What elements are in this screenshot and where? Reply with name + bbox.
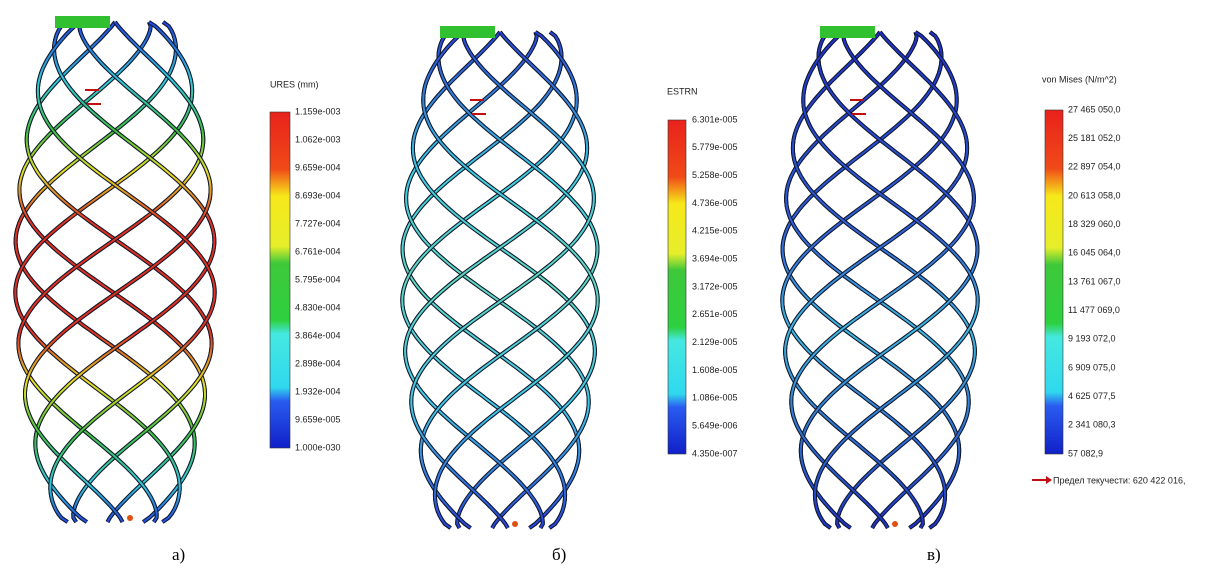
colorbar-label: 5.649e-006 <box>692 421 738 431</box>
strut <box>413 32 595 528</box>
strut-outline <box>785 32 967 528</box>
colorbar-label: 3.694e-005 <box>692 254 738 264</box>
load-point <box>512 521 518 527</box>
colorbar-label: 6 909 075,0 <box>1068 362 1116 372</box>
strut <box>793 32 975 528</box>
fixture <box>55 16 110 28</box>
strut <box>405 32 587 528</box>
colorbar-label: 6.301e-005 <box>692 114 738 124</box>
stent-models <box>15 16 977 528</box>
legend-title: URES (mm) <box>270 79 319 89</box>
colorbar-label: 1.062e-003 <box>295 134 341 144</box>
colorbar-label: 4.830e-004 <box>295 302 341 312</box>
strut <box>413 32 595 528</box>
strut-outline <box>405 32 587 528</box>
colorbar-label: 1.086e-005 <box>692 393 738 403</box>
colorbar-label: 9.659e-005 <box>295 414 341 424</box>
colorbar-label: 18 329 060,0 <box>1068 219 1121 229</box>
colorbar-label: 22 897 054,0 <box>1068 162 1121 172</box>
caption: а) <box>172 545 185 564</box>
colorbar-label: 4.350e-007 <box>692 448 738 458</box>
strut-outline <box>785 32 967 528</box>
strut <box>405 32 587 528</box>
colorbar-label: 8.693e-004 <box>295 190 341 200</box>
colorbar-label: 2.898e-004 <box>295 358 341 368</box>
colorbar-label: 6.761e-004 <box>295 246 341 256</box>
colorbar-label: 16 045 064,0 <box>1068 248 1121 258</box>
colorbar-label: 4.215e-005 <box>692 226 738 236</box>
strut <box>793 32 975 528</box>
colorbar-label: 20 613 058,0 <box>1068 190 1121 200</box>
colorbar <box>270 112 290 448</box>
strut-outline <box>405 32 587 528</box>
colorbar-label: 7.727e-004 <box>295 218 341 228</box>
colorbar-label: 3.172e-005 <box>692 281 738 291</box>
yield-note: Предел текучести: 620 422 016, <box>1032 475 1185 485</box>
colorbar-label: 2 341 080,3 <box>1068 420 1116 430</box>
strut-outline <box>793 32 975 528</box>
note: Предел текучести: 620 422 016, <box>1053 475 1185 485</box>
colorbar-label: 4 625 077,5 <box>1068 391 1116 401</box>
load-point <box>892 521 898 527</box>
colorbar-label: 5.258e-005 <box>692 170 738 180</box>
colorbar-label: 2.651e-005 <box>692 309 738 319</box>
strut-outline <box>793 32 975 528</box>
page: URES (mm) ESTRN von Mises (N/m^2) Предел… <box>0 0 1221 572</box>
colorbar <box>1045 110 1063 454</box>
strut <box>785 32 967 528</box>
colorbar-label: 25 181 052,0 <box>1068 133 1121 143</box>
colorbar-label: 1.932e-004 <box>295 386 341 396</box>
strut-outline <box>413 32 595 528</box>
colorbar-label: 27 465 050,0 <box>1068 104 1121 114</box>
strut <box>785 32 967 528</box>
colorbar-label: 4.736e-005 <box>692 198 738 208</box>
colorbar-label: 5.795e-004 <box>295 274 341 284</box>
legend-title: von Mises (N/m^2) <box>1042 74 1117 84</box>
colorbar-label: 9.659e-004 <box>295 162 341 172</box>
caption: в) <box>927 545 941 564</box>
caption: б) <box>552 545 566 564</box>
colorbar-label: 5.779e-005 <box>692 142 738 152</box>
colorbar-label: 2.129e-005 <box>692 337 738 347</box>
load-point <box>127 515 133 521</box>
fixture <box>440 26 495 38</box>
colorbar-label: 1.159e-003 <box>295 106 341 116</box>
colorbar-label: 57 082,9 <box>1068 448 1103 458</box>
figure: URES (mm) ESTRN von Mises (N/m^2) Предел… <box>0 0 1221 572</box>
colorbar-label: 11 477 069,0 <box>1068 305 1120 315</box>
colorbar-label: 1.000e-030 <box>295 442 341 452</box>
strut-outline <box>25 22 211 522</box>
colorbar <box>668 120 686 454</box>
colorbars <box>270 110 1063 454</box>
strut-outline <box>19 22 205 522</box>
colorbar-label: 13 761 067,0 <box>1068 276 1121 286</box>
colorbar-label: 3.864e-004 <box>295 330 341 340</box>
colorbar-label: 9 193 072,0 <box>1068 334 1116 344</box>
fixture <box>820 26 875 38</box>
colorbar-label: 1.608e-005 <box>692 365 738 375</box>
strut-outline <box>413 32 595 528</box>
legend-title: ESTRN <box>667 86 698 96</box>
